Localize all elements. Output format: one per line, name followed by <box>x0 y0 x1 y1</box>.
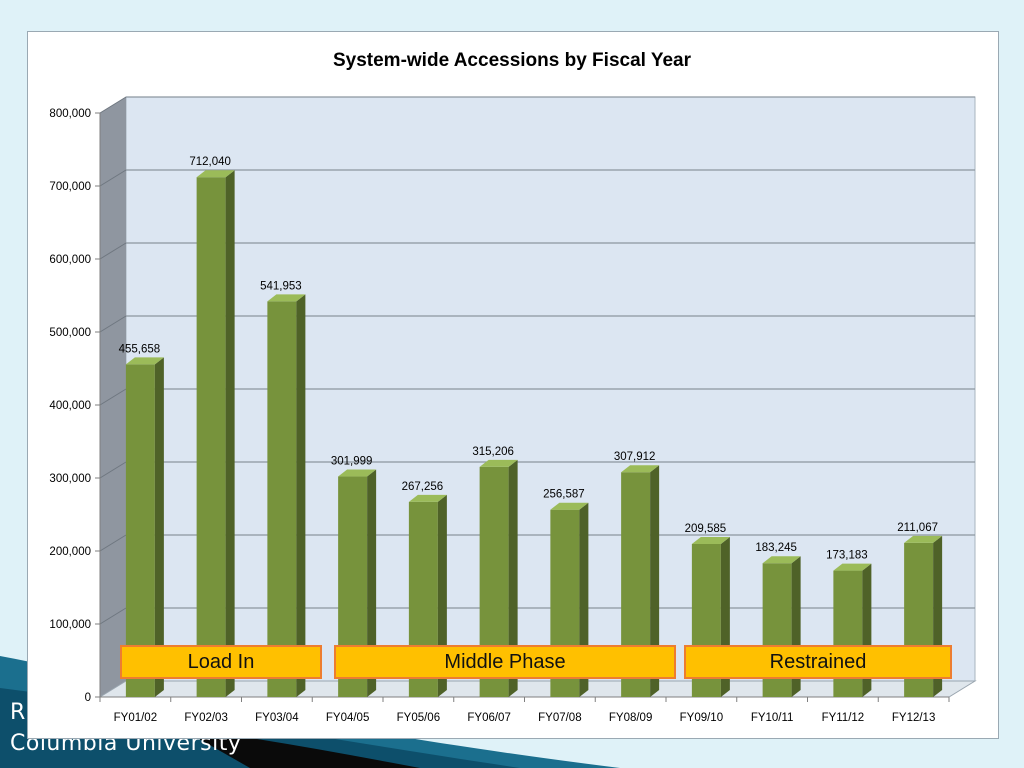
data-label: 211,067 <box>897 522 938 534</box>
data-label: 455,658 <box>119 343 161 355</box>
bar-top <box>408 494 447 502</box>
bar-side <box>508 459 518 697</box>
bar-side <box>296 294 306 697</box>
y-tick-label: 200,000 <box>49 546 91 558</box>
bar-front <box>267 301 297 697</box>
bar-fy02-03 <box>196 170 235 697</box>
bar-side <box>367 469 377 697</box>
gridline-side <box>99 461 127 479</box>
bar-top <box>833 563 872 571</box>
gridline-side <box>99 315 127 333</box>
y-tick-label: 0 <box>85 692 91 704</box>
bar-side <box>225 170 235 697</box>
y-tick-label: 500,000 <box>49 327 91 339</box>
data-label: 209,585 <box>685 523 727 535</box>
bar-top <box>338 469 377 477</box>
data-label: 173,183 <box>826 550 868 562</box>
bar-top <box>196 170 235 178</box>
data-label: 256,587 <box>543 489 585 501</box>
gridline-side <box>99 169 127 187</box>
bar-top <box>691 537 730 545</box>
bar-front <box>196 177 226 697</box>
chart-panel: System-wide Accessions by Fiscal Year 0 1… <box>27 31 999 739</box>
x-tick-label: FY05/06 <box>397 712 440 724</box>
phase-label-load-in: Load In <box>120 645 322 679</box>
phase-label-restrained: Restrained <box>684 645 952 679</box>
gridline-side <box>99 534 127 552</box>
phase-label-middle-phase: Middle Phase <box>334 645 676 679</box>
x-tick-label: FY12/13 <box>892 712 935 724</box>
data-label: 712,040 <box>189 156 231 168</box>
bar-fy03-04 <box>267 294 306 697</box>
x-tick-label: FY06/07 <box>467 712 510 724</box>
x-tick-label: FY01/02 <box>114 712 157 724</box>
x-tick-label: FY07/08 <box>538 712 581 724</box>
y-tick-label: 300,000 <box>49 473 91 485</box>
bar-side <box>154 357 164 697</box>
bar-top <box>479 459 518 467</box>
x-tick-label: FY08/09 <box>609 712 652 724</box>
data-label: 541,953 <box>260 280 302 292</box>
data-label: 267,256 <box>402 481 444 493</box>
bar-top <box>267 294 306 302</box>
y-tick-label: 800,000 <box>49 108 91 120</box>
bar-top <box>904 535 943 543</box>
footer-text-line1: R <box>10 700 26 725</box>
data-label: 307,912 <box>614 451 656 463</box>
bar-top <box>621 465 660 473</box>
x-tick-label: FY02/03 <box>184 712 227 724</box>
data-label: 315,206 <box>472 446 514 458</box>
data-label: 301,999 <box>331 456 373 468</box>
chart-title: System-wide Accessions by Fiscal Year <box>333 50 692 71</box>
x-tick-label: FY11/12 <box>822 712 865 724</box>
bar-front <box>125 364 155 697</box>
gridline-side <box>99 388 127 406</box>
x-tick-label: FY04/05 <box>326 712 369 724</box>
gridline-side <box>99 607 127 625</box>
y-tick-label: 700,000 <box>49 181 91 193</box>
bar-top <box>762 556 801 564</box>
gridline-side <box>99 96 127 114</box>
bar-fy01-02 <box>125 357 164 697</box>
x-tick-label: FY10/11 <box>751 712 794 724</box>
y-tick-label: 100,000 <box>49 619 91 631</box>
data-label: 183,245 <box>755 542 797 554</box>
y-tick-label: 600,000 <box>49 254 91 266</box>
x-tick-label: FY09/10 <box>680 712 723 724</box>
bar-top <box>125 357 164 365</box>
bar-chart: System-wide Accessions by Fiscal Year 0 1… <box>49 50 977 724</box>
bar-top <box>550 502 589 510</box>
y-tick-label: 400,000 <box>49 400 91 412</box>
bar-side <box>650 465 660 697</box>
gridline-side <box>99 242 127 260</box>
x-tick-label: FY03/04 <box>255 712 299 724</box>
